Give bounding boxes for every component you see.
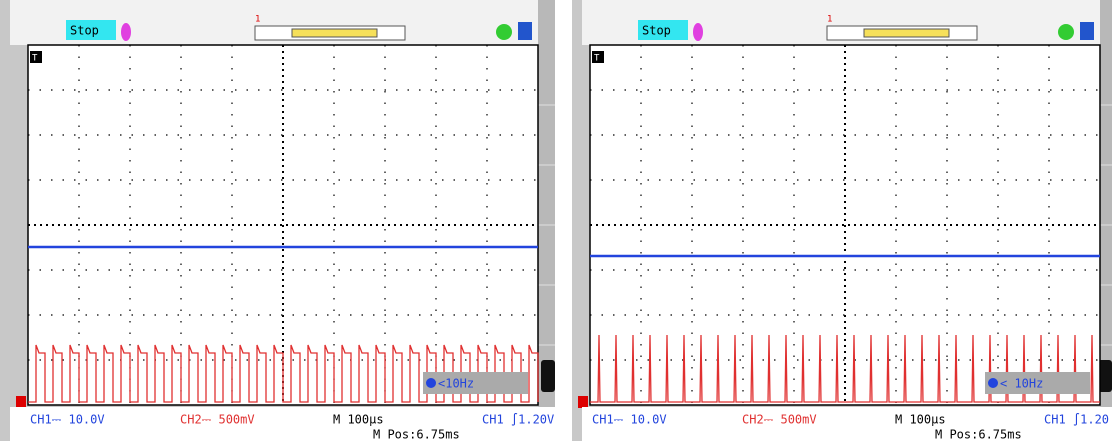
page: Stop 1 T <10Hz CH1⎓ 10.0V CH2⎓ 500mV M 100μs CH… (0, 0, 1112, 441)
ground-marker: T (32, 54, 38, 64)
position: M Pos:6.75ms (935, 428, 1022, 441)
ground-marker: T (594, 54, 600, 64)
ch1-scale: CH1⎓ 10.0V (30, 413, 105, 427)
frequency-icon (988, 378, 998, 388)
status: Stop (70, 24, 99, 38)
timebase: M 100μs (895, 413, 946, 427)
channel-marker (578, 396, 588, 408)
ch2-scale: CH2⎓ 500mV (742, 413, 817, 427)
menu-knob (541, 360, 555, 392)
position: M Pos:6.75ms (373, 428, 460, 441)
frequency: < 10Hz (1000, 377, 1043, 391)
status: Stop (642, 24, 671, 38)
run-icon (496, 24, 512, 40)
memory-window (864, 29, 949, 37)
frequency-icon (426, 378, 436, 388)
screenshots: Stop 1 T <10Hz CH1⎓ 10.0V CH2⎓ 500mV M 100μs CH… (0, 0, 1112, 441)
memory-window (292, 29, 377, 37)
trigger: CH1 ∫1.20 (1044, 413, 1109, 427)
ch1-scale: CH1⎓ 10.0V (592, 413, 667, 427)
trigger: CH1 ∫1.20V (482, 413, 554, 427)
trigger-marker: 1 (827, 15, 832, 25)
trigger-marker: 1 (255, 15, 260, 25)
scope-screen: Stop 1 T < 10Hz CH1⎓ 10.0V CH2⎓ 500mV M 100μs C… (572, 0, 1112, 441)
timebase: M 100μs (333, 413, 384, 427)
probe-icon (121, 23, 131, 41)
ch2-scale: CH2⎓ 500mV (180, 413, 255, 427)
run-icon (1058, 24, 1074, 40)
scope-screen: Stop 1 T <10Hz CH1⎓ 10.0V CH2⎓ 500mV M 100μs CH… (0, 0, 555, 441)
probe-icon (693, 23, 703, 41)
save-icon (1080, 22, 1094, 40)
channel-marker (16, 396, 26, 408)
save-icon (518, 22, 532, 40)
frequency: <10Hz (438, 377, 474, 391)
